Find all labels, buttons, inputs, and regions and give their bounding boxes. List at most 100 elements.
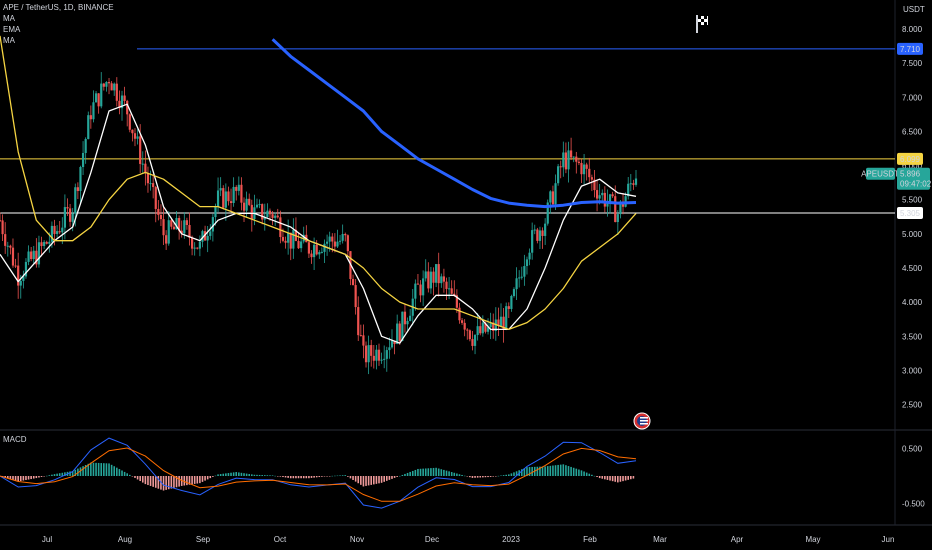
candle-body	[235, 186, 238, 191]
candle-body	[172, 226, 176, 230]
time-tick-label: Oct	[274, 535, 287, 544]
macd-histogram-bar	[414, 469, 417, 476]
macd-histogram-bar	[500, 475, 502, 477]
candle-body	[362, 335, 365, 346]
candle-body	[463, 322, 466, 330]
candle-body	[240, 184, 243, 203]
macd-histogram-bar	[528, 467, 531, 476]
macd-histogram-bar	[388, 476, 391, 480]
candle-body	[323, 243, 326, 252]
macd-histogram-bar	[562, 464, 565, 476]
macd-histogram-bar	[370, 476, 373, 485]
candle-body	[523, 266, 526, 277]
candle-body	[229, 201, 233, 203]
candle-body	[590, 177, 593, 180]
candle-body	[507, 306, 510, 309]
macd-histogram-bar	[308, 476, 310, 479]
macd-histogram-bar	[443, 469, 445, 476]
countdown-badge: 09:47:02	[900, 180, 932, 189]
candle-body	[455, 295, 458, 308]
candle-body	[510, 296, 513, 309]
candle-body	[185, 220, 189, 225]
candle-body	[113, 83, 116, 91]
candle-body	[608, 194, 612, 203]
candle-body	[175, 218, 178, 230]
horizontal-levels[interactable]	[0, 48, 895, 214]
macd-histogram-bar	[4, 476, 6, 478]
macd-histogram-bar	[225, 473, 227, 476]
macd-histogram-bar	[328, 476, 331, 477]
macd-histogram-bar	[219, 474, 222, 476]
candle-body	[606, 202, 609, 207]
candle-body	[367, 345, 370, 363]
time-tick-label: Jun	[882, 535, 895, 544]
candle-body	[632, 183, 635, 185]
candle-body	[515, 278, 518, 290]
indicator-legend-ma-2[interactable]: MA	[3, 36, 15, 45]
checkered-flag-icon[interactable]	[696, 15, 708, 33]
indicator-line-1[interactable]	[0, 103, 637, 344]
candle-body	[201, 231, 204, 242]
level-badge-blue: 7.710	[900, 45, 921, 54]
candle-body	[505, 306, 508, 330]
macd-histogram-bar	[469, 476, 471, 478]
candle-body	[131, 129, 134, 134]
macd-histogram-bar	[572, 467, 575, 476]
macd-histogram-bar	[347, 476, 349, 477]
candle-body	[274, 215, 277, 218]
macd-histogram-bar	[380, 476, 383, 483]
candle-body	[165, 235, 168, 244]
macd-histogram-bar	[253, 474, 256, 476]
time-axis[interactable]: Jul Aug Sep Oct Nov Dec 2023 Feb Mar Apr May Jun	[42, 535, 895, 544]
macd-histogram-bar	[204, 476, 206, 481]
us-flag-event-icon[interactable]	[633, 412, 651, 430]
symbol-badge: APEUSDT	[861, 170, 899, 179]
candle-body	[115, 83, 118, 101]
indicator-line-2[interactable]	[0, 35, 637, 331]
macd-histogram-bar	[393, 476, 396, 478]
candle-body	[313, 244, 316, 258]
macd-histogram-bar	[139, 476, 141, 482]
candle-body	[4, 234, 7, 246]
indicator-legend-ma-1[interactable]: MA	[3, 14, 15, 23]
candle-body	[406, 320, 409, 325]
macd-histogram-bar	[274, 475, 276, 477]
price-axis[interactable]: USDT 8.000 7.500 7.000 6.500 6.000 5.500 5.000 4…	[902, 5, 925, 509]
macd-histogram-bar	[230, 472, 232, 476]
candle-body	[354, 285, 357, 308]
macd-histogram-bar	[539, 466, 541, 476]
macd-histogram-bar	[69, 471, 71, 476]
macd-histogram-bar	[559, 464, 562, 476]
candle-body	[268, 210, 272, 215]
candle-body	[9, 245, 12, 248]
macd-histogram-bar	[14, 476, 17, 481]
macd-legend[interactable]: MACD	[3, 435, 27, 444]
macd-histogram-bar	[154, 476, 157, 488]
candle-body	[48, 241, 51, 244]
indicator-line-3[interactable]	[271, 38, 637, 209]
candle-body	[89, 115, 92, 120]
candle-body	[22, 276, 25, 281]
macd-histogram-bar	[601, 476, 604, 479]
candle-body	[123, 95, 126, 101]
macd-histogram-bar	[430, 468, 432, 476]
level-badge-yellow-bg	[897, 152, 923, 165]
macd-histogram-bar	[435, 467, 437, 476]
macd-histogram-bar	[209, 476, 212, 479]
macd-histogram-bar	[235, 472, 238, 476]
candle-body	[271, 214, 274, 218]
candle-body	[11, 247, 15, 266]
price-tick-label: 5.500	[902, 196, 923, 205]
macd-histogram-bar	[188, 476, 191, 485]
macd-histogram-bar	[238, 472, 240, 476]
candle-body	[414, 283, 417, 299]
symbol-badge-bg	[866, 167, 895, 180]
macd-histogram-bar	[606, 476, 609, 480]
indicator-legend-ema[interactable]: EMA	[3, 25, 21, 34]
macd-histogram-bar	[523, 468, 526, 476]
macd-histogram-bar	[19, 476, 22, 482]
candle-body	[216, 190, 220, 207]
macd-histogram-bar	[43, 476, 45, 477]
candle-body	[580, 162, 583, 175]
